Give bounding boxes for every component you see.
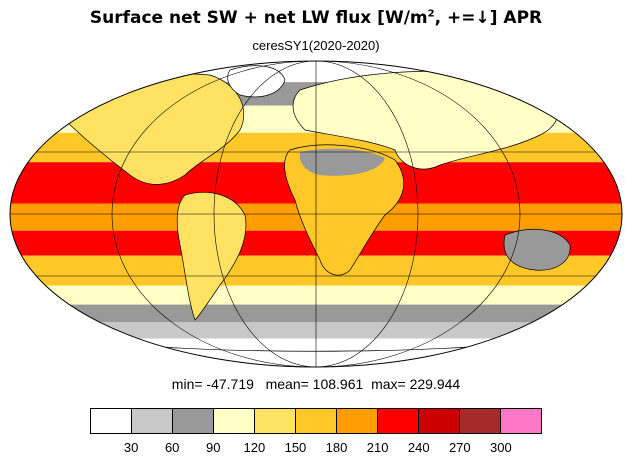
title-suffix: , +=↓] APR: [434, 8, 543, 28]
mean-value: 108.961: [312, 376, 364, 392]
colorbar-swatch: [91, 409, 132, 433]
colorbar-tick-label: 60: [164, 440, 180, 455]
mean-label: mean=: [265, 376, 309, 392]
max-value: 229.944: [409, 376, 461, 392]
colorbar-swatch: [419, 409, 460, 433]
sahara-region: [299, 148, 385, 176]
map-subtitle: ceresSY1(2020-2020): [252, 38, 380, 53]
colorbar-swatch: [255, 409, 296, 433]
title-prefix: Surface net SW + net LW flux [W/m: [89, 8, 428, 28]
colorbar-swatch: [501, 409, 541, 433]
colorbar-swatch: [296, 409, 337, 433]
colorbar-swatch: [378, 409, 419, 433]
map-border: [9, 60, 623, 368]
meridian: [213, 61, 419, 367]
colorbar-swatch: [337, 409, 378, 433]
title-superscript: 2: [427, 8, 435, 20]
colorbar-tick-label: 90: [206, 440, 221, 455]
graticule: [10, 61, 622, 367]
map-features: [10, 61, 622, 367]
stats-line: min= -47.719 mean= 108.961 max= 229.944: [0, 376, 632, 392]
meridian: [111, 61, 521, 367]
colorbar-tick-label: 210: [366, 440, 389, 455]
colorbar-swatch: [132, 409, 173, 433]
colorbar-tick-label: 120: [243, 440, 266, 455]
colorbar-swatch: [173, 409, 214, 433]
min-value: -47.719: [206, 376, 254, 392]
colorbar-swatch: [214, 409, 255, 433]
max-label: max=: [371, 376, 406, 392]
min-label: min=: [171, 376, 203, 392]
colorbar-tick-label: 300: [490, 440, 512, 455]
colorbar: [90, 408, 542, 434]
australia-outline: [503, 229, 571, 271]
colorbar-tick-label: 240: [407, 440, 430, 455]
colorbar-tick-label: 180: [325, 440, 348, 455]
colorbar-swatch: [460, 409, 501, 433]
colorbar-tick-label: 30: [123, 440, 139, 455]
colorbar-tick-label: 270: [448, 440, 471, 455]
africa-outline: [284, 144, 404, 276]
colorbar-tick-label: 150: [284, 440, 307, 455]
antarctica-outline: [79, 339, 551, 352]
south-america-outline: [176, 192, 247, 321]
map-title: Surface net SW + net LW flux [W/m2, +=↓]…: [0, 8, 632, 28]
colorbar-ticks: 30 60 90 120 150 180 210 240 270 300: [0, 440, 632, 458]
